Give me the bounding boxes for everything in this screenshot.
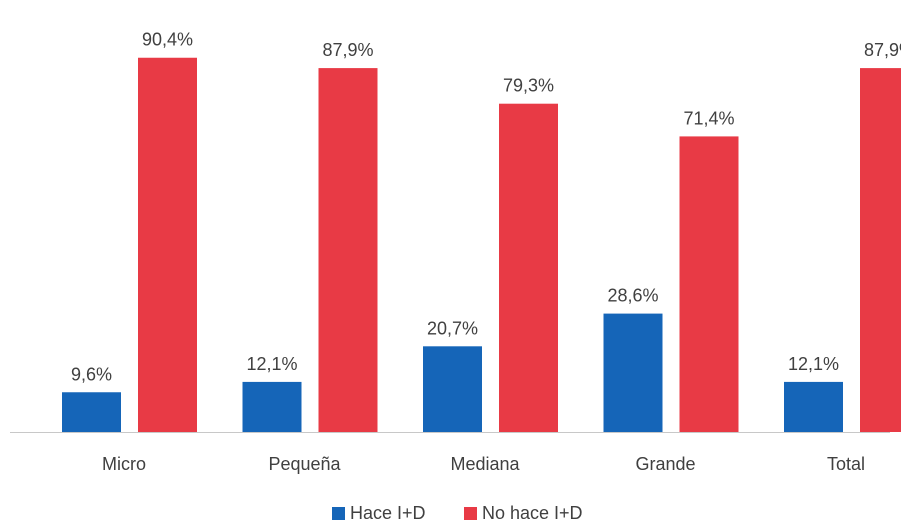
- data-label-no-hace-micro: 90,4%: [142, 30, 193, 50]
- data-label-hace-pequena: 12,1%: [246, 354, 297, 374]
- data-label-no-hace-grande: 71,4%: [683, 108, 734, 128]
- bar-hace-grande: [603, 313, 663, 432]
- bar-hace-micro: [62, 392, 121, 432]
- bar-hace-total: [784, 381, 843, 432]
- bar-hace-pequena: [242, 381, 302, 432]
- bar-hace-mediana: [423, 346, 482, 432]
- x-tick-label-mediana: Mediana: [450, 454, 520, 474]
- data-label-no-hace-pequena: 87,9%: [322, 40, 373, 60]
- data-label-hace-grande: 28,6%: [607, 286, 658, 306]
- x-tick-labels: Micro Pequeña Mediana Grande Total: [102, 454, 865, 474]
- x-tick-label-grande: Grande: [635, 454, 695, 474]
- bar-no-hace-pequena: [318, 68, 378, 433]
- bar-no-hace-micro: [138, 57, 197, 433]
- data-labels-layer: 9,6% 90,4% 12,1% 87,9% 20,7% 79,3% 28,6% 71,4% 1…: [71, 30, 901, 385]
- legend-swatch-hace: [332, 507, 345, 520]
- data-label-hace-micro: 9,6%: [71, 364, 112, 384]
- data-label-no-hace-total: 87,9%: [864, 40, 901, 60]
- x-tick-label-pequena: Pequeña: [268, 454, 341, 474]
- bar-no-hace-total: [860, 68, 901, 433]
- bars-layer: [62, 57, 901, 433]
- bar-no-hace-grande: [679, 136, 739, 433]
- x-tick-label-micro: Micro: [102, 454, 146, 474]
- data-label-no-hace-mediana: 79,3%: [503, 76, 554, 96]
- legend: Hace I+D No hace I+D: [332, 503, 583, 523]
- legend-swatch-no-hace: [464, 507, 477, 520]
- legend-label-no-hace: No hace I+D: [482, 503, 583, 523]
- bar-no-hace-mediana: [499, 103, 558, 432]
- legend-label-hace: Hace I+D: [350, 503, 426, 523]
- data-label-hace-total: 12,1%: [788, 354, 839, 374]
- x-tick-label-total: Total: [827, 454, 865, 474]
- data-label-hace-mediana: 20,7%: [427, 318, 478, 338]
